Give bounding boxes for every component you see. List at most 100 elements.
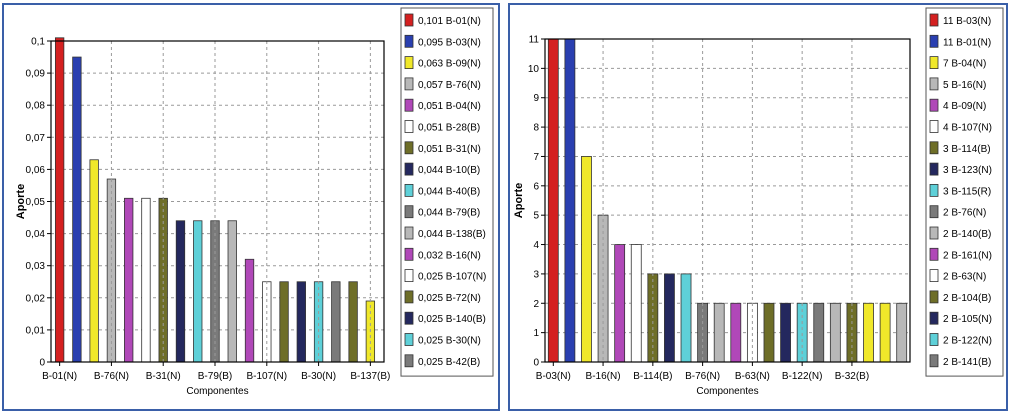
bar xyxy=(124,197,134,363)
legend-swatch xyxy=(929,354,939,368)
legend-swatch xyxy=(404,34,414,48)
bar xyxy=(680,273,692,363)
x-tick-label: B-01(N) xyxy=(42,371,77,382)
y-tick-label: 4 xyxy=(533,240,539,251)
y-tick-label: 2 xyxy=(533,299,539,310)
legend-swatch xyxy=(929,13,939,27)
bar xyxy=(813,302,825,363)
legend-item: 5 B-16(N) xyxy=(943,80,986,91)
plot-frame xyxy=(544,38,911,363)
legend-item: 0,044 B-138(B) xyxy=(418,229,486,240)
y-tick-label: 0,02 xyxy=(26,293,46,304)
legend-item: 2 B-76(N) xyxy=(943,208,986,219)
legend-swatch xyxy=(404,354,414,368)
y-tick-label: 8 xyxy=(533,123,539,134)
legend-swatch xyxy=(929,98,939,112)
bar xyxy=(664,273,675,363)
bar xyxy=(54,37,65,363)
y-tick-label: 0 xyxy=(39,358,45,369)
legend-item: 0,051 B-04(N) xyxy=(418,101,481,112)
legend-item: 0,095 B-03(N) xyxy=(418,37,481,48)
plot-frame xyxy=(50,40,385,363)
legend-item: 0,051 B-31(N) xyxy=(418,144,481,155)
bar xyxy=(296,281,306,363)
legend-swatch xyxy=(929,162,939,176)
bar xyxy=(547,38,559,363)
bar xyxy=(141,197,151,363)
x-tick-label: B-137(B) xyxy=(350,371,390,382)
y-tick-label: 0,07 xyxy=(26,133,46,144)
bar xyxy=(581,156,592,363)
legend-item: 0,025 B-30(N) xyxy=(418,336,481,347)
legend-swatch xyxy=(929,205,939,219)
y-tick-label: 0,1 xyxy=(31,37,45,48)
legend-box xyxy=(925,7,1004,377)
y-axis-title: Aporte xyxy=(513,183,525,218)
bar xyxy=(730,302,742,363)
legend-item: 0,025 B-107(N) xyxy=(418,272,486,283)
legend-swatch xyxy=(929,34,939,48)
legend-item: 3 B-114(B) xyxy=(943,144,991,155)
x-tick-label: B-107(N) xyxy=(247,371,288,382)
legend-item: 2 B-122(N) xyxy=(943,336,992,347)
legend-item: 2 B-104(B) xyxy=(943,293,991,304)
y-tick-label: 0,03 xyxy=(26,261,46,272)
y-tick-label: 3 xyxy=(533,269,539,280)
chart-panel-left: 0 0,01 0,02 0,03 0,04 0,05 0,06 0,07 0,08 0,09 0,1… xyxy=(2,3,500,411)
bar xyxy=(72,56,82,363)
legend-swatch xyxy=(404,13,414,27)
legend-item: 2 B-63(N) xyxy=(943,272,986,283)
legend-swatch xyxy=(404,205,414,219)
bar xyxy=(564,38,576,363)
y-tick-label: 7 xyxy=(533,152,539,163)
legend-swatch xyxy=(929,56,939,69)
bar xyxy=(896,302,908,363)
x-tick-label: B-31(N) xyxy=(146,371,181,382)
legend-item: 0,051 B-28(B) xyxy=(418,123,480,134)
x-axis-title: Componentes xyxy=(696,386,758,397)
legend-swatch xyxy=(404,226,414,240)
legend-swatch xyxy=(404,311,414,325)
legend-item: 0,032 B-16(N) xyxy=(418,250,481,261)
y-tick-label: 0,08 xyxy=(26,101,46,112)
legend-item: 0,101 B-01(N) xyxy=(418,16,481,27)
x-tick-label: B-32(B) xyxy=(835,371,869,382)
y-tick-label: 0,01 xyxy=(26,325,46,336)
bar xyxy=(630,244,642,363)
y-tick-label: 1 xyxy=(533,328,539,339)
legend-swatch xyxy=(404,333,414,346)
y-tick-label: 0,04 xyxy=(26,229,46,240)
legend-box xyxy=(400,7,494,377)
legend-swatch xyxy=(929,226,939,240)
legend-item: 4 B-107(N) xyxy=(943,123,992,134)
x-tick-label: B-122(N) xyxy=(782,371,823,382)
chart-right: 0 1 2 3 4 5 6 7 8 9 10 11 B-03(N) B-16(N) B-114(B) B-76… xyxy=(513,7,1004,397)
bar xyxy=(348,281,358,363)
legend-item: 2 B-161(N) xyxy=(943,250,992,261)
chart-panel-right: 0 1 2 3 4 5 6 7 8 9 10 11 B-03(N) B-16(N) B-114(B) B-76… xyxy=(508,3,1008,411)
bar xyxy=(829,302,841,363)
bar xyxy=(193,220,203,363)
legend-swatch xyxy=(404,183,414,197)
bar xyxy=(279,281,289,363)
x-axis-title: Componentes xyxy=(186,386,248,397)
legend-item: 0,025 B-140(B) xyxy=(418,314,486,325)
legend-item: 0,057 B-76(N) xyxy=(418,80,481,91)
legend-swatch xyxy=(404,56,414,69)
legend-swatch xyxy=(404,77,414,91)
legend-swatch xyxy=(404,120,414,133)
legend-swatch xyxy=(929,290,939,304)
y-tick-label: 0,05 xyxy=(26,197,46,208)
x-tick-label: B-76(N) xyxy=(685,371,720,382)
y-tick-label: 6 xyxy=(533,181,539,192)
bar xyxy=(763,302,775,363)
legend-item: 11 B-01(N) xyxy=(943,37,991,48)
legend-item: 2 B-141(B) xyxy=(943,357,991,368)
legend-swatch xyxy=(404,141,414,155)
y-tick-label: 10 xyxy=(528,64,540,75)
x-tick-label: B-30(N) xyxy=(301,371,336,382)
legend-item: 3 B-123(N) xyxy=(943,165,992,176)
legend-item: 11 B-03(N) xyxy=(943,16,991,27)
legend-swatch xyxy=(929,311,939,325)
bar xyxy=(331,281,341,363)
